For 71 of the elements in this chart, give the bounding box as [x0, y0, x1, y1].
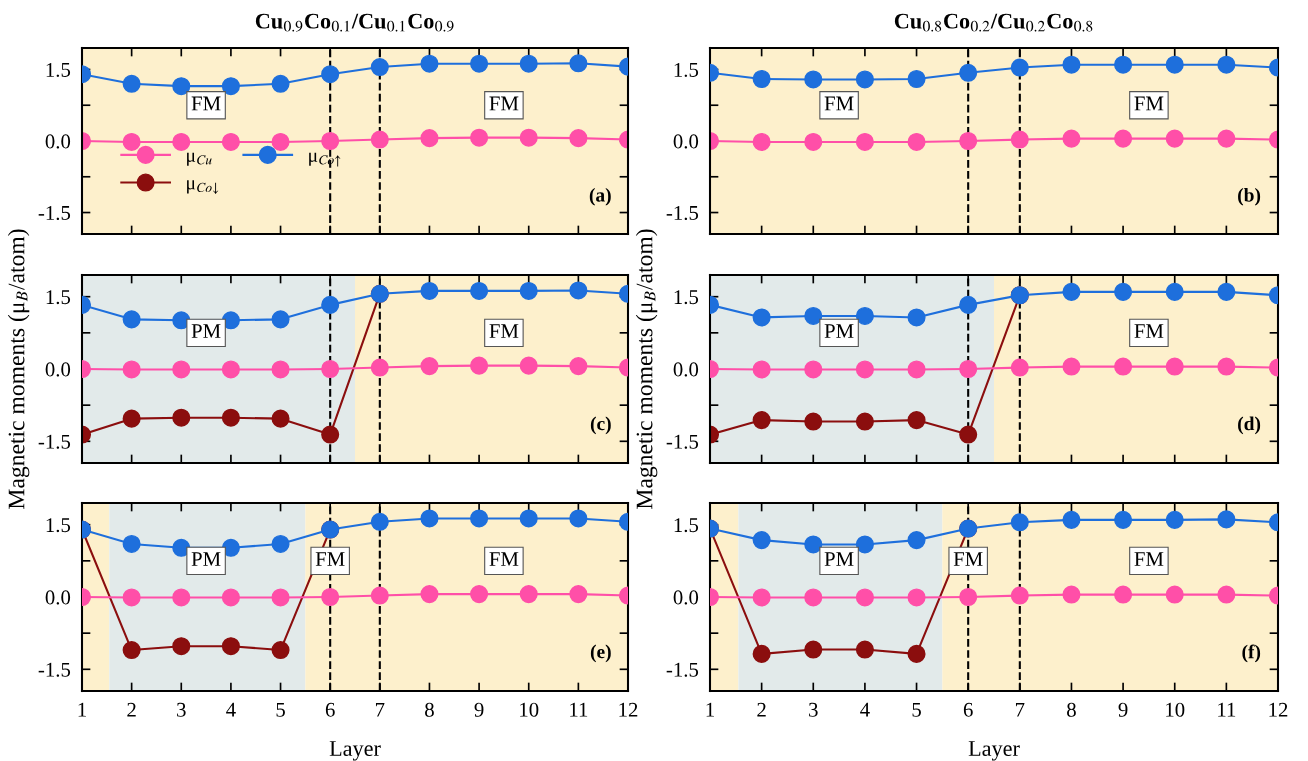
x-tick-label: 7: [1015, 702, 1025, 717]
annotation: FM: [489, 552, 519, 566]
annotation: (e): [590, 644, 611, 663]
x-tick-label: 6: [963, 702, 973, 717]
x-tick-label: 7: [375, 702, 385, 717]
y-tick-label: 0.0: [45, 590, 71, 605]
x-tick-label: 8: [425, 702, 434, 717]
x-tick-label: 8: [1067, 702, 1076, 717]
x-tick-label: 1: [706, 702, 714, 717]
y-tick-label: 1.5: [46, 518, 71, 533]
x-axis-title: Layer: [968, 741, 1020, 761]
annotation: (b): [1238, 187, 1261, 206]
x-tick-label: 12: [1269, 702, 1288, 717]
annotation: FM: [489, 324, 519, 338]
y-tick-label: 1.5: [674, 290, 699, 305]
annotation: FM: [1134, 324, 1164, 338]
x-tick-label: 9: [1118, 702, 1128, 717]
y-tick-label: -1.5: [38, 662, 71, 677]
x-tick-label: 9: [474, 702, 484, 717]
y-tick-label: -1.5: [38, 206, 71, 221]
annotation: PM: [191, 552, 221, 566]
x-tick-label: 5: [912, 702, 921, 717]
y-tick-label: 0.0: [673, 362, 699, 377]
y-tick-label: -1.5: [38, 434, 71, 449]
annotation: PM: [824, 324, 854, 338]
y-tick-label: 1.5: [674, 518, 699, 533]
legend-label: μ$_{Co↓}$: [187, 180, 219, 194]
y-tick-label: 1.5: [674, 62, 699, 77]
annotation: (f): [1242, 644, 1261, 663]
y-tick-label: -1.5: [666, 206, 699, 221]
x-tick-label: 3: [177, 702, 186, 717]
y-tick-label: 1.5: [46, 290, 71, 305]
x-tick-label: 4: [226, 702, 236, 717]
annotation: (d): [1238, 416, 1261, 435]
y-tick-label: 0.0: [673, 134, 699, 149]
y-tick-label: -1.5: [666, 662, 699, 677]
x-tick-label: 10: [1166, 702, 1185, 717]
x-tick-label: 11: [1218, 702, 1236, 717]
x-tick-label: 6: [325, 702, 335, 717]
annotation: (c): [590, 416, 611, 435]
annotation: FM: [953, 552, 983, 566]
x-axis-title: Layer: [329, 741, 381, 761]
y-axis-title: Magnetic moments (μ$_{B}$/atom): [7, 229, 30, 509]
x-tick-label: 1: [78, 702, 86, 717]
y-tick-label: 0.0: [673, 590, 699, 605]
annotation: (a): [589, 187, 611, 206]
x-tick-label: 2: [757, 702, 766, 717]
x-tick-label: 10: [520, 702, 539, 717]
x-tick-label: 4: [860, 702, 870, 717]
x-tick-label: 2: [127, 702, 136, 717]
annotation: FM: [824, 96, 854, 111]
x-tick-label: 5: [276, 702, 285, 717]
annotation: FM: [191, 96, 221, 111]
annotation: PM: [824, 552, 854, 566]
x-tick-label: 12: [619, 702, 638, 717]
y-tick-label: 1.5: [46, 62, 71, 77]
annotation: PM: [191, 324, 221, 338]
y-axis-title: Magnetic moments (μ$_{B}$/atom): [635, 229, 658, 509]
annotation: FM: [1134, 552, 1164, 566]
y-tick-label: -1.5: [666, 434, 699, 449]
y-tick-label: 0.0: [45, 134, 71, 149]
annotation: FM: [489, 96, 519, 111]
y-tick-label: 0.0: [45, 362, 71, 377]
legend-label: μ$_{Co↑}$: [309, 152, 341, 167]
chart-title: Cu$_{0.8}$Co$_{0.2}$/Cu$_{0.2}$Co$_{0.8}$: [894, 13, 1093, 32]
annotation: FM: [1134, 96, 1164, 111]
annotation: FM: [315, 552, 345, 566]
x-tick-label: 3: [809, 702, 818, 717]
legend-label: μ$_{Cu}$: [187, 152, 212, 166]
chart-title: Cu$_{0.9}$Co$_{0.1}$/Cu$_{0.1}$Co$_{0.9}$: [255, 13, 454, 32]
x-tick-label: 11: [570, 702, 588, 717]
